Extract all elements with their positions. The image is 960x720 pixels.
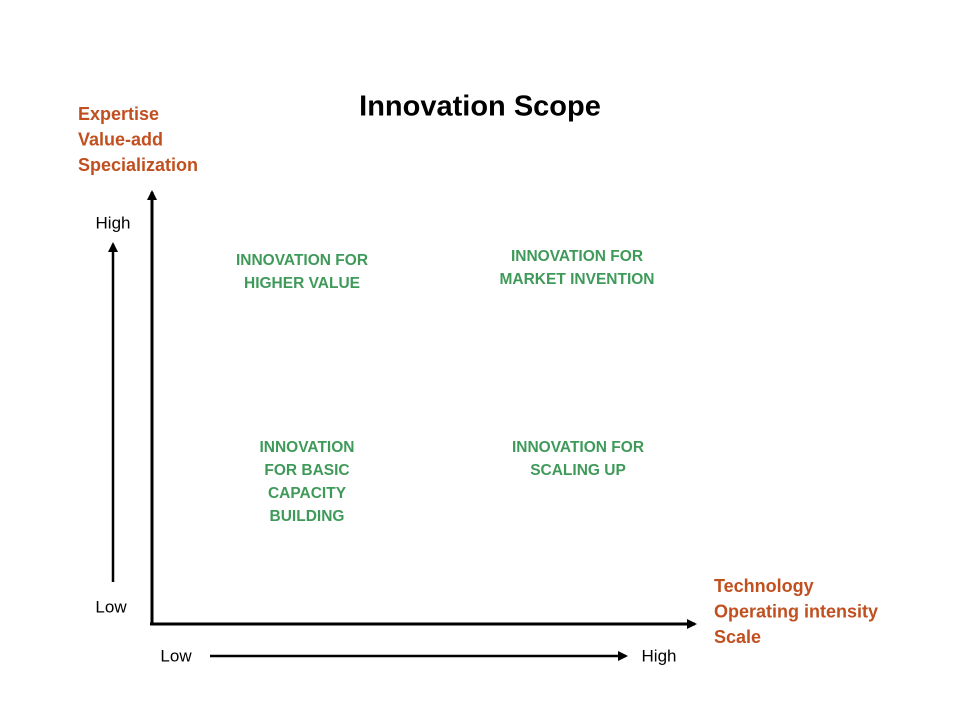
title: Innovation Scope [359, 91, 601, 123]
x-axis-label: Scale [714, 627, 761, 647]
y-axis-label: Value-add [78, 129, 163, 149]
quadrant-label: HIGHER VALUE [244, 275, 360, 292]
quadrant-label: CAPACITY [268, 485, 347, 502]
y-high: High [96, 213, 131, 232]
x-axis-label: Technology [714, 576, 814, 596]
quadrant-label: SCALING UP [530, 462, 626, 479]
x-low: Low [160, 646, 192, 665]
quadrant-label: FOR BASIC [264, 462, 349, 479]
y-axis-label: Expertise [78, 104, 159, 124]
y-low: Low [95, 597, 127, 616]
y-axis-label: Specialization [78, 155, 198, 175]
x-high: High [642, 646, 677, 665]
quadrant-label: INNOVATION [259, 439, 354, 456]
quadrant-label: INNOVATION FOR [236, 252, 368, 269]
quadrant-label: INNOVATION FOR [512, 439, 644, 456]
quadrant-label: BUILDING [270, 508, 345, 525]
quadrant-label: INNOVATION FOR [511, 248, 643, 265]
quadrant-label: MARKET INVENTION [500, 271, 655, 288]
x-axis-label: Operating intensity [714, 601, 878, 621]
